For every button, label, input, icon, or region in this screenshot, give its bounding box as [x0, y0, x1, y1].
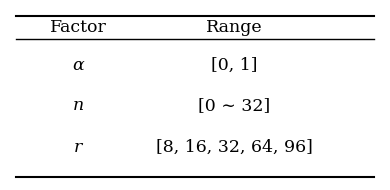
Text: Range: Range — [206, 19, 262, 36]
Text: α: α — [72, 57, 84, 74]
Text: r: r — [74, 139, 82, 156]
Text: Factor: Factor — [50, 19, 106, 36]
Text: [8, 16, 32, 64, 96]: [8, 16, 32, 64, 96] — [156, 139, 312, 156]
Text: [0 ∼ 32]: [0 ∼ 32] — [198, 97, 270, 114]
Text: [0, 1]: [0, 1] — [211, 57, 257, 74]
Text: n: n — [73, 97, 83, 114]
